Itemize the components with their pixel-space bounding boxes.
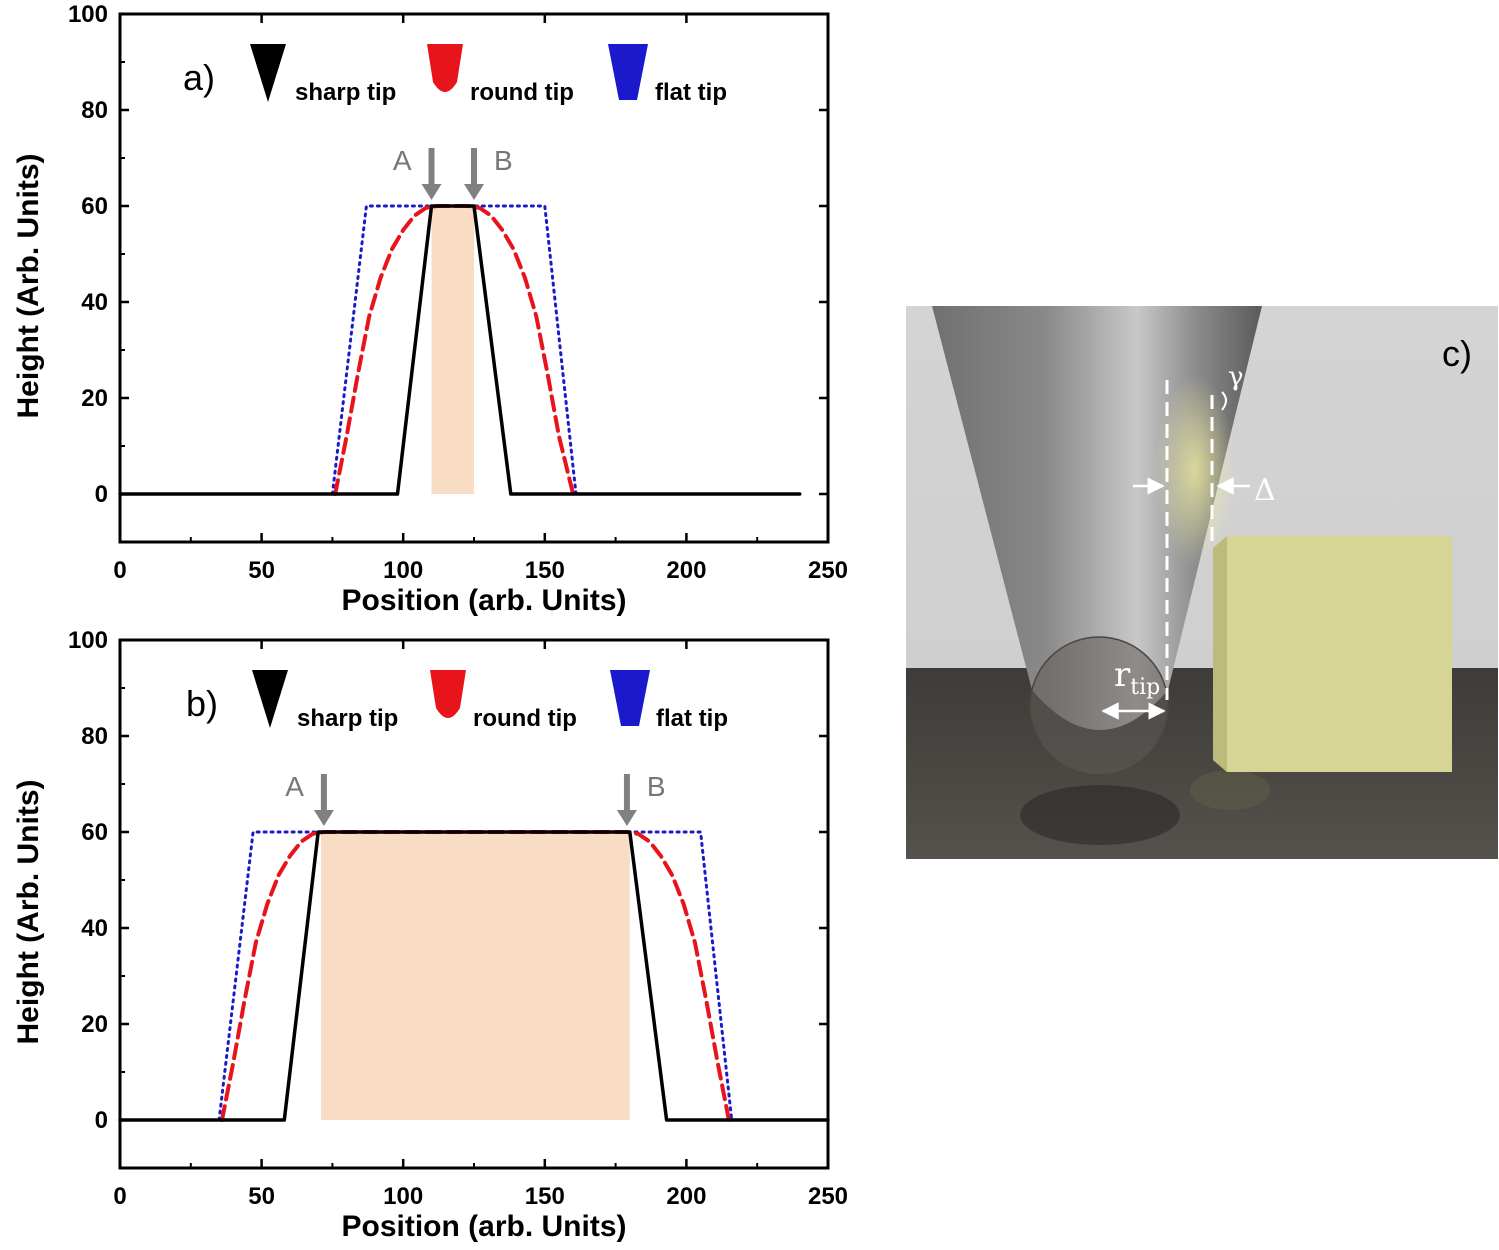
y-tick-label: 20 — [81, 385, 108, 412]
marker-arrow-head — [313, 810, 334, 826]
x-tick-label: 200 — [666, 557, 706, 584]
marker-label: A — [393, 145, 412, 176]
x-tick-label: 100 — [383, 1183, 423, 1210]
legend-label: flat tip — [655, 79, 727, 106]
shaded-region — [321, 832, 630, 1120]
tip-render-panel-c: γ Δ rtip c) — [906, 306, 1498, 859]
series-line-sharp-tip — [118, 830, 830, 1122]
sharp-tip-icon — [250, 44, 286, 102]
panel-label: a) — [183, 57, 215, 98]
render-sample-block-side — [1213, 536, 1227, 772]
marker-label: B — [647, 771, 666, 802]
y-tick-label: 100 — [68, 1, 108, 28]
y-tick-label: 80 — [81, 97, 108, 124]
round-tip-icon — [430, 670, 466, 718]
y-tick-label: 100 — [68, 627, 108, 654]
legend-label: round tip — [470, 79, 574, 106]
sharp-tip-icon — [252, 670, 288, 728]
flat-tip-icon — [610, 670, 650, 726]
panel-label: b) — [186, 683, 218, 724]
x-tick-label: 150 — [525, 557, 565, 584]
marker-arrow-head — [464, 184, 484, 200]
render-gamma-arc — [1221, 391, 1227, 411]
series-line-sharp-tip — [118, 204, 802, 496]
x-tick-label: 50 — [248, 1183, 275, 1210]
x-tick-label: 250 — [808, 557, 848, 584]
marker-arrow-head — [421, 184, 442, 200]
render-glow — [1155, 375, 1235, 565]
y-tick-label: 80 — [81, 723, 108, 750]
y-tick-label: 0 — [95, 481, 108, 508]
marker-label: B — [494, 145, 513, 176]
series-line-round-tip — [333, 204, 576, 496]
render-tip-sphere — [1029, 636, 1169, 776]
round-tip-icon — [427, 44, 463, 92]
y-tick-label: 40 — [81, 289, 108, 316]
y-tick-label: 60 — [81, 193, 108, 220]
gamma-label: γ — [1228, 362, 1244, 392]
render-tip-reflection — [1020, 785, 1180, 845]
delta-label: Δ — [1254, 473, 1276, 508]
y-axis-label: Height (Arb. Units) — [12, 154, 45, 419]
x-tick-label: 0 — [113, 1183, 126, 1210]
render-block-reflection — [1190, 770, 1270, 810]
x-axis-label: Position (arb. Units) — [342, 1210, 627, 1243]
panel-label-c: c) — [1442, 333, 1472, 374]
marker-arrow-head — [616, 810, 637, 826]
legend-label: sharp tip — [295, 79, 396, 106]
y-axis-label: Height (Arb. Units) — [12, 780, 45, 1045]
x-tick-label: 250 — [808, 1183, 848, 1210]
radius-label: rtip — [1114, 655, 1160, 700]
x-axis-label: Position (arb. Units) — [342, 584, 627, 617]
y-tick-label: 40 — [81, 915, 108, 942]
x-tick-label: 0 — [113, 557, 126, 584]
x-tick-label: 200 — [666, 1183, 706, 1210]
render-sample-block — [1213, 536, 1452, 772]
legend-label: flat tip — [656, 705, 728, 732]
y-tick-label: 60 — [81, 819, 108, 846]
y-tick-label: 20 — [81, 1011, 108, 1038]
y-tick-label: 0 — [95, 1107, 108, 1134]
legend-label: round tip — [473, 705, 577, 732]
legend-label: sharp tip — [297, 705, 398, 732]
x-tick-label: 50 — [248, 557, 275, 584]
marker-label: A — [285, 771, 304, 802]
x-tick-label: 150 — [525, 1183, 565, 1210]
x-tick-label: 100 — [383, 557, 423, 584]
shaded-region — [431, 206, 474, 494]
flat-tip-icon — [608, 44, 648, 100]
